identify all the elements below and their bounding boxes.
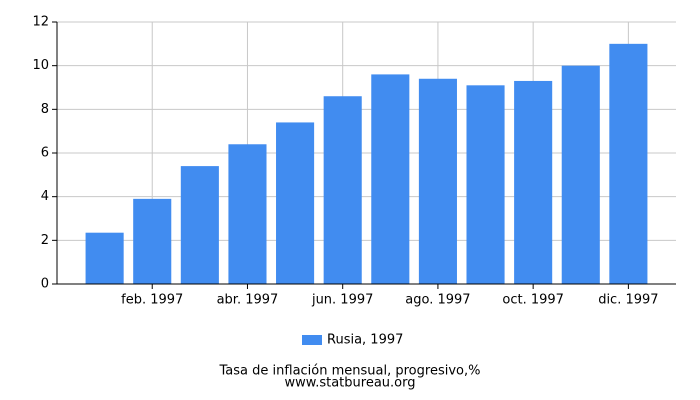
y-tick-label: 2 <box>41 233 49 248</box>
y-tick-label: 0 <box>41 277 49 292</box>
y-tick-label: 10 <box>32 58 49 73</box>
x-tick-label: dic. 1997 <box>598 293 658 308</box>
bar <box>85 232 124 284</box>
x-tick-label: ago. 1997 <box>405 293 470 308</box>
x-tick-label: oct. 1997 <box>502 293 564 308</box>
legend-label: Rusia, 1997 <box>327 333 403 348</box>
bar <box>180 166 219 284</box>
bar <box>323 96 362 284</box>
bar <box>609 43 648 285</box>
y-tick-label: 4 <box>41 189 49 204</box>
y-tick-label: 6 <box>41 146 49 161</box>
bar <box>418 78 457 285</box>
chart-subtitle: www.statbureau.org <box>285 376 416 391</box>
x-tick-label: abr. 1997 <box>217 293 279 308</box>
y-tick-label: 12 <box>32 15 49 30</box>
y-tick-label: 8 <box>41 102 49 117</box>
bar <box>228 144 267 284</box>
bar <box>133 198 172 284</box>
bar <box>371 74 410 285</box>
chart-title: Tasa de inflación mensual, progresivo,% <box>219 364 481 379</box>
bar <box>276 122 315 284</box>
x-tick-label: jun. 1997 <box>311 293 373 308</box>
bar <box>514 80 553 284</box>
bar <box>466 85 505 284</box>
bar <box>561 65 600 285</box>
legend-swatch <box>302 335 322 345</box>
x-tick-label: feb. 1997 <box>121 293 183 308</box>
